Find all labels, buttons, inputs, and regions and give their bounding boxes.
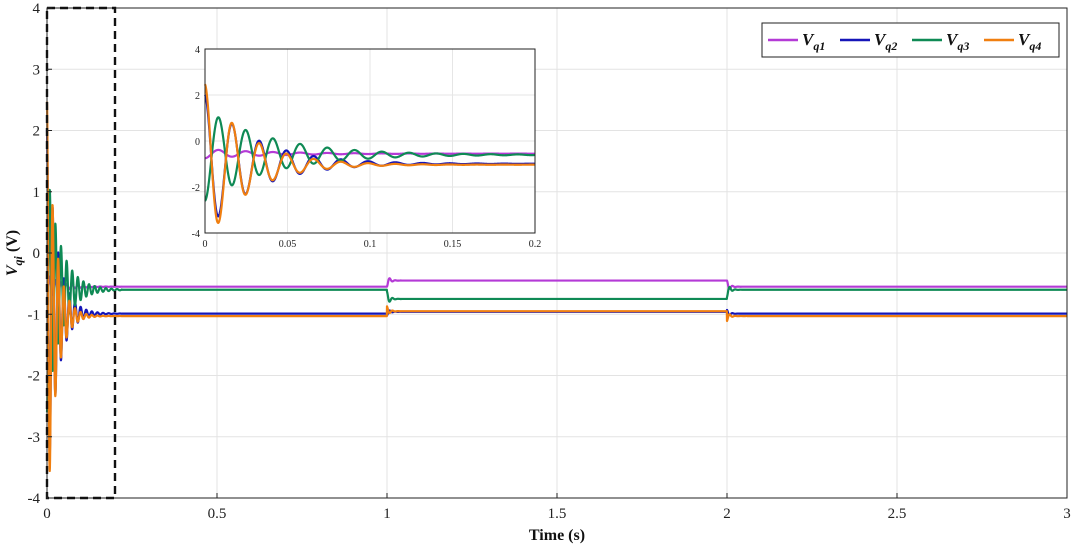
y-axis-title: Vqi (V) bbox=[4, 230, 25, 276]
y-axis-title-sub: qi bbox=[11, 255, 25, 265]
inset-series-line-vq1 bbox=[204, 148, 536, 160]
inset-x-tick-label: 0.15 bbox=[444, 239, 462, 250]
x-tick-label: 2 bbox=[723, 506, 731, 522]
inset-zoom-plot: 0 0.05 0.1 0.15 0.2 -4 -2 0 2 4 bbox=[192, 45, 542, 250]
y-tick-label: -2 bbox=[28, 369, 41, 385]
x-tick-label: 1.5 bbox=[548, 506, 567, 522]
inset-series-group bbox=[203, 83, 536, 224]
inset-x-tick-label: 0.2 bbox=[529, 239, 542, 250]
inset-x-tick-labels: 0 0.05 0.1 0.15 0.2 bbox=[203, 239, 542, 250]
x-tick-label: 0 bbox=[43, 506, 51, 522]
inset-y-tick-label: -4 bbox=[192, 229, 200, 240]
legend-label-vq1: Vq1 bbox=[802, 30, 825, 53]
x-axis-title: Time (s) bbox=[529, 527, 585, 544]
y-tick-label: 3 bbox=[33, 62, 41, 78]
y-tick-label: 0 bbox=[33, 246, 41, 262]
series-line-vq3 bbox=[45, 188, 1068, 413]
y-tick-label: 2 bbox=[33, 124, 41, 140]
inset-x-tick-label: 0 bbox=[203, 239, 208, 250]
x-tick-label: 0.5 bbox=[208, 506, 227, 522]
inset-y-tick-label: 4 bbox=[195, 45, 200, 56]
series-line-vq4 bbox=[45, 101, 1068, 473]
x-tick-label: 1 bbox=[383, 506, 391, 522]
y-tick-label: -3 bbox=[28, 430, 41, 446]
inset-y-tick-label: 0 bbox=[195, 137, 200, 148]
inset-series-line-vq4 bbox=[203, 83, 536, 224]
legend-label-vq2: Vq2 bbox=[874, 30, 897, 53]
y-tick-label: -4 bbox=[28, 491, 41, 507]
legend-label-vq4: Vq4 bbox=[1018, 30, 1041, 53]
inset-y-tick-label: -2 bbox=[192, 183, 200, 194]
legend-label-vq3: Vq3 bbox=[946, 30, 969, 53]
y-axis-title-main: V bbox=[4, 264, 21, 276]
legend: Vq1 Vq2 Vq3 Vq4 bbox=[761, 22, 1060, 58]
series-line-vq1 bbox=[46, 275, 1068, 300]
y-tick-labels: -4 -3 -2 -1 0 1 2 3 4 bbox=[28, 1, 52, 507]
inset-x-tick-label: 0.05 bbox=[279, 239, 297, 250]
inset-series-line-vq3 bbox=[204, 116, 536, 202]
y-tick-label: 1 bbox=[33, 185, 41, 201]
y-axis-title-unit: (V) bbox=[4, 230, 21, 256]
y-tick-label: -1 bbox=[28, 307, 41, 323]
x-tick-label: 2.5 bbox=[888, 506, 907, 522]
inset-x-tick-label: 0.1 bbox=[364, 239, 377, 250]
x-tick-label: 3 bbox=[1063, 506, 1071, 522]
y-tick-label: 4 bbox=[33, 1, 41, 17]
inset-y-tick-labels: -4 -2 0 2 4 bbox=[192, 45, 200, 240]
x-tick-labels: 0 0.5 1 1.5 2 2.5 3 bbox=[43, 493, 1071, 522]
inset-y-tick-label: 2 bbox=[195, 91, 200, 102]
main-series-group bbox=[45, 101, 1068, 473]
